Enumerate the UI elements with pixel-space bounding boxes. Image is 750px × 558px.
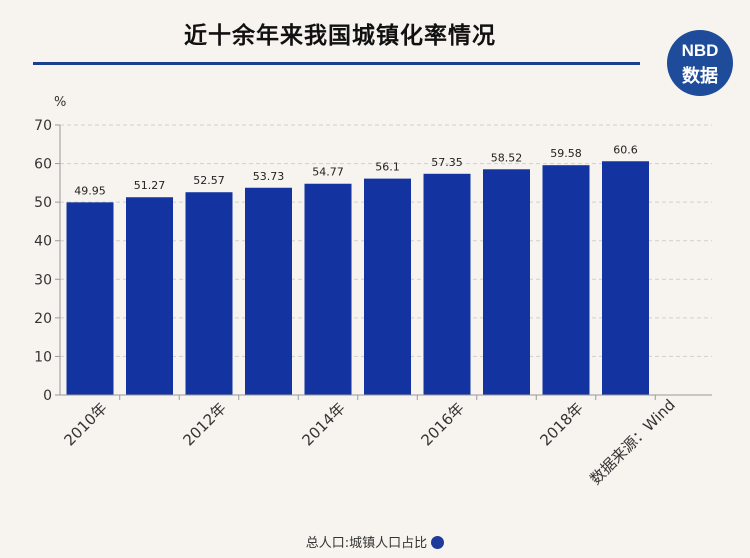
data-label: 49.95 — [74, 184, 106, 197]
y-tick-label: 0 — [43, 388, 52, 404]
x-tick-label: 2018年 — [536, 399, 586, 449]
y-tick-label: 40 — [34, 234, 52, 250]
bar — [423, 173, 471, 395]
data-label: 58.52 — [491, 151, 523, 164]
nbd-logo: NBD 数据 — [667, 30, 733, 96]
bar — [304, 183, 352, 395]
x-tick-label: 2012年 — [179, 399, 229, 449]
chart-title: 近十余年来我国城镇化率情况 — [184, 23, 496, 49]
bar — [66, 202, 114, 395]
y-tick-label: 30 — [34, 272, 52, 288]
bar — [602, 161, 649, 395]
legend-marker — [431, 536, 445, 549]
y-tick-label: 50 — [34, 195, 52, 211]
data-labels: 49.95 51.27 52.57 53.73 54.77 56.1 57.35 58.52 5… — [74, 143, 638, 197]
logo-brand: NBD — [681, 41, 719, 60]
x-tick-label: 2014年 — [298, 399, 348, 449]
logo-text: 数据 — [682, 66, 718, 87]
bar — [185, 192, 233, 395]
y-tick-label: 60 — [34, 157, 52, 173]
x-tick-label: 2016年 — [417, 399, 467, 449]
bar — [364, 178, 411, 395]
data-label: 52.57 — [193, 174, 225, 187]
y-axis: 0 10 20 30 40 50 60 70 — [34, 118, 61, 404]
bar — [483, 169, 530, 395]
bar — [126, 197, 173, 395]
y-tick-label: 70 — [34, 118, 52, 134]
legend: 总人口:城镇人口占比 — [0, 532, 750, 551]
x-axis: 2010年 2012年 2014年 2016年 2018年 — [60, 394, 712, 449]
data-label: 51.27 — [134, 179, 166, 192]
y-tick-label: 10 — [34, 349, 52, 365]
bar — [542, 165, 590, 395]
x-tick-label: 2010年 — [60, 399, 110, 449]
data-label: 53.73 — [253, 170, 285, 183]
y-tick-label: 20 — [34, 311, 52, 327]
bar — [245, 187, 292, 395]
data-label: 54.77 — [312, 166, 344, 179]
data-label: 60.6 — [613, 143, 638, 156]
bars — [66, 161, 649, 395]
title-underline — [33, 62, 640, 65]
legend-label: 总人口:城镇人口占比 — [305, 536, 428, 551]
data-label: 59.58 — [550, 147, 582, 160]
data-label: 56.1 — [375, 161, 400, 174]
data-label: 57.35 — [431, 156, 463, 169]
y-axis-unit: % — [54, 95, 66, 110]
